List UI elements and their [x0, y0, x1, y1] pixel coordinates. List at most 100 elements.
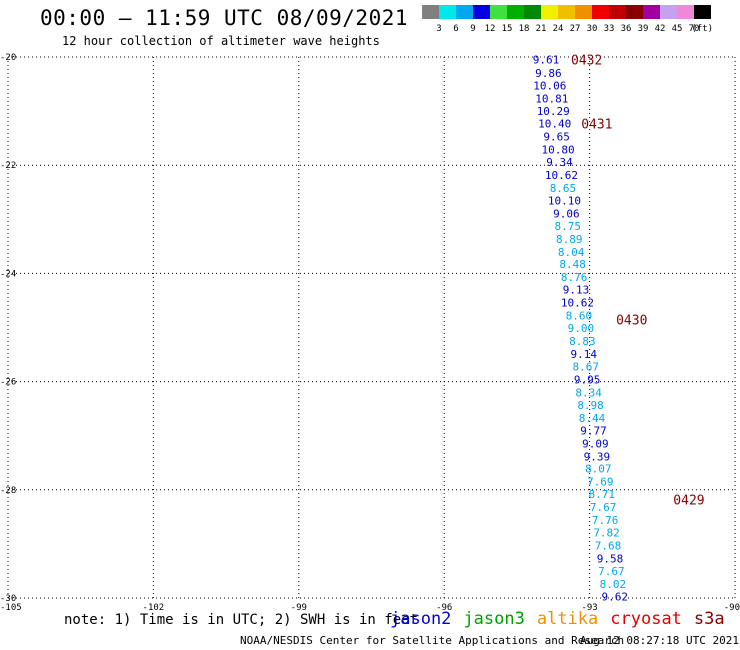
colorbar-swatch — [575, 5, 592, 19]
time-label: 0432 — [571, 54, 602, 69]
time-label: 0430 — [616, 313, 647, 328]
x-tick-label: -102 — [143, 603, 165, 613]
swh-point-label: 8.75 — [555, 220, 582, 233]
colorbar-label: 27 — [570, 24, 581, 34]
colorbar-label: 6 — [453, 24, 458, 34]
swh-point-label: 10.06 — [533, 80, 566, 93]
chart-title: 00:00 – 11:59 UTC 08/09/2021 — [40, 6, 409, 30]
y-tick-label: -20 — [0, 53, 16, 63]
time-label: 0429 — [673, 494, 704, 509]
x-axis-ticks: -105 -102 -99 -96 -93 -90 — [0, 603, 740, 613]
swh-point-label: 9.00 — [568, 322, 595, 335]
colorbar-label: 70 — [689, 24, 700, 34]
satellite-legend-item: cryosat — [610, 609, 682, 629]
colorbar-label: 9 — [470, 24, 475, 34]
swh-point-label: 8.44 — [579, 412, 606, 425]
swh-point-label: 7.68 — [595, 540, 622, 553]
swh-point-label: 7.82 — [593, 527, 620, 540]
colorbar-swatch — [609, 5, 626, 19]
x-tick-label: -90 — [724, 603, 740, 613]
swh-point-label: 9.13 — [563, 284, 590, 297]
swh-point-label: 8.71 — [588, 488, 615, 501]
x-tick-label: -105 — [0, 603, 22, 613]
swh-point-label: 9.77 — [580, 424, 607, 437]
swh-point-label: 8.02 — [600, 578, 627, 591]
colorbar-label: 18 — [519, 24, 530, 34]
satellite-legend-item: jason3 — [463, 609, 525, 629]
swh-point-label: 10.10 — [548, 194, 581, 207]
colorbar-label: 15 — [502, 24, 513, 34]
colorbar-label: 42 — [655, 24, 666, 34]
swh-point-label: 8.48 — [559, 258, 586, 271]
colorbar-swatch — [626, 5, 643, 19]
swh-point-label: 8.98 — [577, 399, 604, 412]
satellite-legend-item: jason2 — [390, 609, 452, 629]
swh-point-label: 8.07 — [585, 463, 612, 476]
swh-point-label: 9.39 — [584, 450, 611, 463]
swh-point-label: 9.06 — [553, 207, 580, 220]
satellite-legend-item: altika — [536, 609, 599, 629]
colorbar-swatch — [507, 5, 524, 19]
color-legend: 3 6 9 12 15 18 21 24 27 30 33 36 39 42 45 70(ft) — [422, 5, 713, 34]
credit-text: NOAA/NESDIS Center for Satellite Applica… — [240, 634, 625, 647]
swh-point-label: 9.61 — [533, 54, 560, 67]
swh-point-label: 10.62 — [545, 169, 578, 182]
colorbar-swatch — [490, 5, 507, 19]
swh-point-label: 10.29 — [537, 105, 570, 118]
swh-point-label: 10.62 — [561, 297, 594, 310]
swh-point-label: 7.76 — [592, 514, 619, 527]
swh-point-label: 9.62 — [602, 590, 629, 603]
swh-point-label: 9.65 — [543, 131, 570, 144]
data-points: 9.619.8610.0610.8110.2910.409.6510.809.3… — [533, 54, 628, 604]
y-tick-label: -28 — [0, 486, 16, 496]
y-tick-label: -26 — [0, 378, 16, 388]
colorbar-label: 39 — [638, 24, 649, 34]
swh-point-label: 10.81 — [535, 93, 568, 106]
swh-point-label: 7.67 — [590, 501, 617, 514]
colorbar-label: 12 — [485, 24, 496, 34]
swh-point-label: 8.89 — [556, 233, 583, 246]
swh-point-label: 8.67 — [572, 360, 599, 373]
colorbar-swatch — [456, 5, 473, 19]
generated-timestamp: Aug 12 08:27:18 UTC 2021 — [580, 634, 739, 647]
colorbar-label: 21 — [536, 24, 547, 34]
swh-point-label: 8.60 — [566, 310, 593, 323]
swh-point-label: 7.69 — [587, 476, 614, 489]
colorbar-label: 36 — [621, 24, 632, 34]
y-axis-ticks: -20 -22 -24 -26 -28 -30 — [0, 53, 16, 604]
swh-point-label: 8.34 — [575, 386, 602, 399]
colorbar-label: 30 — [587, 24, 598, 34]
colorbar-swatch — [524, 5, 541, 19]
swh-point-label: 9.86 — [535, 67, 562, 80]
time-label: 0431 — [581, 118, 612, 133]
chart-subtitle: 12 hour collection of altimeter wave hei… — [62, 34, 380, 48]
colorbar-swatch — [541, 5, 558, 19]
colorbar-swatch — [592, 5, 609, 19]
swh-point-label: 9.34 — [546, 156, 573, 169]
colorbar-swatch — [422, 5, 439, 19]
colorbar-label: 33 — [604, 24, 615, 34]
colorbar-swatch — [643, 5, 660, 19]
swh-point-label: 7.67 — [598, 565, 625, 578]
satellite-legend: jason2 jason3 altika cryosat s3a — [390, 609, 737, 629]
colorbar-swatch — [473, 5, 490, 19]
swh-point-label: 9.09 — [582, 437, 609, 450]
swh-point-label: 9.58 — [597, 553, 624, 566]
swh-point-label: 8.83 — [569, 335, 596, 348]
colorbar-label: 45 — [672, 24, 683, 34]
swh-point-label: 10.80 — [542, 144, 575, 157]
time-labels: 0432 0431 0430 0429 — [571, 54, 705, 509]
y-tick-label: -24 — [0, 269, 16, 279]
colorbar-label: 24 — [553, 24, 564, 34]
swh-point-label: 9.14 — [571, 348, 598, 361]
x-tick-label: -96 — [436, 603, 452, 613]
swh-point-label: 9.95 — [574, 373, 601, 386]
x-tick-label: -93 — [581, 603, 597, 613]
satellite-legend-item: s3a — [693, 609, 725, 629]
colorbar-swatch — [694, 5, 711, 19]
swh-point-label: 8.76 — [561, 271, 588, 284]
swh-point-label: 8.04 — [558, 246, 585, 259]
colorbar-swatch — [660, 5, 677, 19]
swh-point-label: 10.40 — [538, 118, 571, 131]
